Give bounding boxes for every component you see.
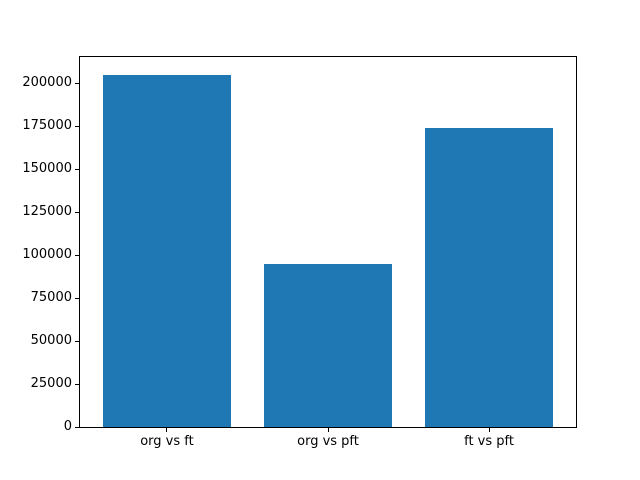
y-tick-mark (75, 125, 79, 127)
x-tick-label: org vs ft (140, 434, 194, 449)
y-tick-mark (75, 211, 79, 213)
y-tick-mark (75, 426, 79, 428)
y-tick-mark (75, 297, 79, 299)
y-tick-mark (75, 168, 79, 170)
bar-org-vs-pft (263, 263, 393, 427)
y-tick-label: 25000 (30, 376, 72, 392)
y-tick-label: 150000 (22, 161, 72, 177)
y-tick-mark (75, 254, 79, 256)
x-tick-label: org vs pft (297, 434, 359, 449)
y-tick-label: 100000 (22, 247, 72, 263)
bar-ft-vs-pft (424, 128, 554, 427)
bar-org-vs-ft (102, 74, 232, 427)
y-tick-label: 75000 (30, 290, 72, 306)
y-tick-mark (75, 383, 79, 385)
y-tick-mark (75, 82, 79, 84)
y-tick-label: 50000 (30, 333, 72, 349)
y-tick-label: 175000 (22, 118, 72, 134)
x-tick-mark (488, 428, 490, 432)
y-tick-label: 125000 (22, 204, 72, 220)
y-tick-label: 0 (63, 419, 72, 434)
y-tick-mark (75, 340, 79, 342)
y-tick-label: 200000 (22, 75, 72, 91)
x-tick-mark (327, 428, 329, 432)
x-tick-label: ft vs pft (464, 434, 514, 449)
x-tick-mark (166, 428, 168, 432)
plot-area: 0 25000 50000 75000 100000 125000 150000 175000… (22, 56, 577, 449)
